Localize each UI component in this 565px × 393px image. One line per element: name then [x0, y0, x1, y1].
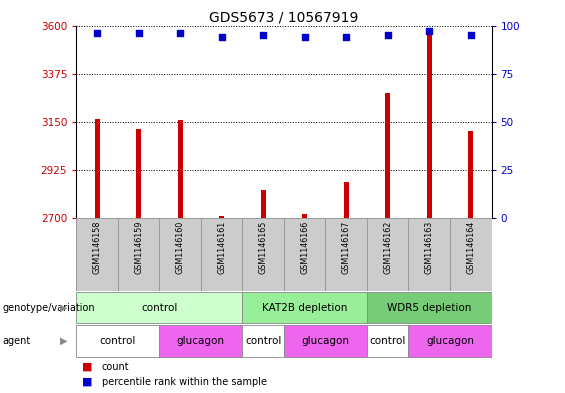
Text: agent: agent: [3, 336, 31, 346]
Bar: [367, 325, 408, 356]
Bar: [242, 218, 284, 291]
Text: KAT2B depletion: KAT2B depletion: [262, 303, 347, 312]
Point: [93, 30, 102, 37]
Text: count: count: [102, 362, 129, 372]
Text: GSM1146167: GSM1146167: [342, 220, 351, 274]
Text: GSM1146158: GSM1146158: [93, 220, 102, 274]
Text: glucagon: glucagon: [302, 336, 349, 346]
Bar: [468, 131, 473, 218]
Bar: [284, 325, 367, 356]
Bar: [427, 30, 432, 218]
Text: glucagon: glucagon: [177, 336, 225, 346]
Text: GSM1146163: GSM1146163: [425, 220, 434, 274]
Text: GSM1146164: GSM1146164: [466, 220, 475, 274]
Text: genotype/variation: genotype/variation: [3, 303, 95, 312]
Text: GSM1146165: GSM1146165: [259, 220, 268, 274]
Text: ■: ■: [82, 376, 93, 387]
Text: control: control: [99, 336, 136, 346]
Text: control: control: [141, 303, 177, 312]
Bar: [260, 190, 266, 218]
Bar: [76, 325, 159, 356]
Point: [176, 30, 185, 37]
Text: GSM1146161: GSM1146161: [217, 220, 226, 274]
Text: GSM1146162: GSM1146162: [383, 220, 392, 274]
Text: GSM1146160: GSM1146160: [176, 220, 185, 274]
Title: GDS5673 / 10567919: GDS5673 / 10567919: [209, 10, 359, 24]
Text: glucagon: glucagon: [426, 336, 474, 346]
Text: control: control: [370, 336, 406, 346]
Bar: [177, 120, 182, 218]
Text: percentile rank within the sample: percentile rank within the sample: [102, 376, 267, 387]
Bar: [284, 218, 325, 291]
Bar: [201, 218, 242, 291]
Bar: [408, 218, 450, 291]
Text: ■: ■: [82, 362, 93, 372]
Text: GSM1146166: GSM1146166: [300, 220, 309, 274]
Point: [466, 32, 475, 38]
Point: [383, 32, 392, 38]
Bar: [344, 182, 349, 218]
Bar: [94, 119, 99, 218]
Text: WDR5 depletion: WDR5 depletion: [387, 303, 471, 312]
Point: [300, 34, 309, 40]
Bar: [76, 292, 242, 323]
Point: [259, 32, 268, 38]
Bar: [450, 218, 492, 291]
Bar: [118, 218, 159, 291]
Bar: [367, 218, 408, 291]
Text: ▶: ▶: [60, 336, 68, 346]
Bar: [242, 292, 367, 323]
Text: ▶: ▶: [60, 303, 68, 312]
Bar: [159, 218, 201, 291]
Point: [342, 34, 351, 40]
Bar: [325, 218, 367, 291]
Bar: [367, 292, 492, 323]
Bar: [408, 325, 492, 356]
Bar: [242, 325, 284, 356]
Point: [217, 34, 226, 40]
Bar: [76, 218, 118, 291]
Text: control: control: [245, 336, 281, 346]
Point: [134, 30, 143, 37]
Bar: [385, 93, 390, 218]
Point: [425, 28, 434, 35]
Bar: [136, 129, 141, 218]
Bar: [219, 217, 224, 218]
Text: GSM1146159: GSM1146159: [134, 220, 143, 274]
Bar: [302, 215, 307, 218]
Bar: [159, 325, 242, 356]
